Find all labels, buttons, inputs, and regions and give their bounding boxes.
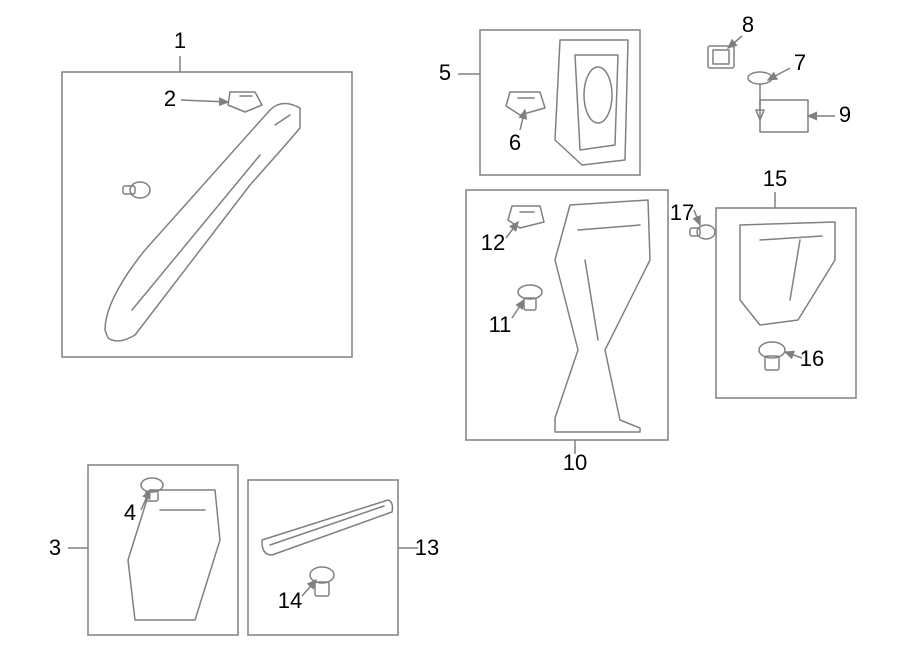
callout-label-12: 12: [481, 230, 505, 255]
parts-diagram: 1234567891011121314151617: [0, 0, 900, 661]
callout-7: 7: [768, 50, 806, 80]
part-upper-b-pillar-trim: [506, 40, 628, 165]
parts-layer: [105, 40, 835, 620]
callout-9: 9: [808, 102, 851, 127]
callout-label-4: 4: [124, 500, 136, 525]
callout-label-15: 15: [763, 166, 787, 191]
group-boxes: [62, 30, 856, 635]
part-retainer-8: [708, 46, 734, 68]
callout-15: 15: [763, 166, 787, 208]
part-clip-12: [508, 206, 544, 228]
part-clip-2: [228, 92, 262, 112]
callout-label-2: 2: [164, 86, 176, 111]
callout-label-14: 14: [278, 588, 302, 613]
part-cowl-side-trim: [128, 478, 220, 620]
callout-17: 17: [670, 200, 700, 225]
callout-11: 11: [489, 300, 524, 337]
callout-8: 8: [728, 12, 754, 48]
callout-label-7: 7: [794, 50, 806, 75]
callout-label-13: 13: [415, 535, 439, 560]
part-retainer-16: [759, 342, 785, 370]
callout-label-11: 11: [489, 312, 512, 337]
part-retainer-14: [310, 567, 334, 596]
callout-16: 16: [785, 346, 824, 371]
group-box-box1: [62, 72, 352, 357]
callout-label-5: 5: [439, 60, 451, 85]
callout-5: 5: [439, 60, 480, 85]
callout-label-16: 16: [800, 346, 824, 371]
callout-label-6: 6: [509, 130, 521, 155]
callout-10: 10: [563, 440, 587, 475]
callout-label-10: 10: [563, 450, 587, 475]
callout-label-8: 8: [742, 12, 754, 37]
callout-label-17: 17: [670, 200, 694, 225]
callout-12: 12: [481, 222, 518, 255]
part-windshield-pillar-trim: [105, 92, 300, 341]
callouts: 1234567891011121314151617: [49, 12, 851, 613]
callout-label-1: 1: [174, 28, 186, 53]
callout-13: 13: [398, 535, 439, 560]
part-scuff-plate: [262, 500, 393, 596]
part-push-pin-11: [518, 285, 542, 310]
callout-1: 1: [174, 28, 186, 72]
callout-6: 6: [509, 110, 525, 155]
part-plate-9: [760, 100, 808, 132]
callout-2: 2: [164, 86, 228, 111]
part-bolt-1: [123, 182, 150, 198]
part-lower-b-pillar-trim: [508, 200, 650, 432]
part-clip-6: [506, 92, 545, 115]
callout-14: 14: [278, 580, 316, 613]
callout-3: 3: [49, 535, 88, 560]
callout-label-3: 3: [49, 535, 61, 560]
callout-label-9: 9: [839, 102, 851, 127]
part-bolt-17: [690, 225, 715, 239]
